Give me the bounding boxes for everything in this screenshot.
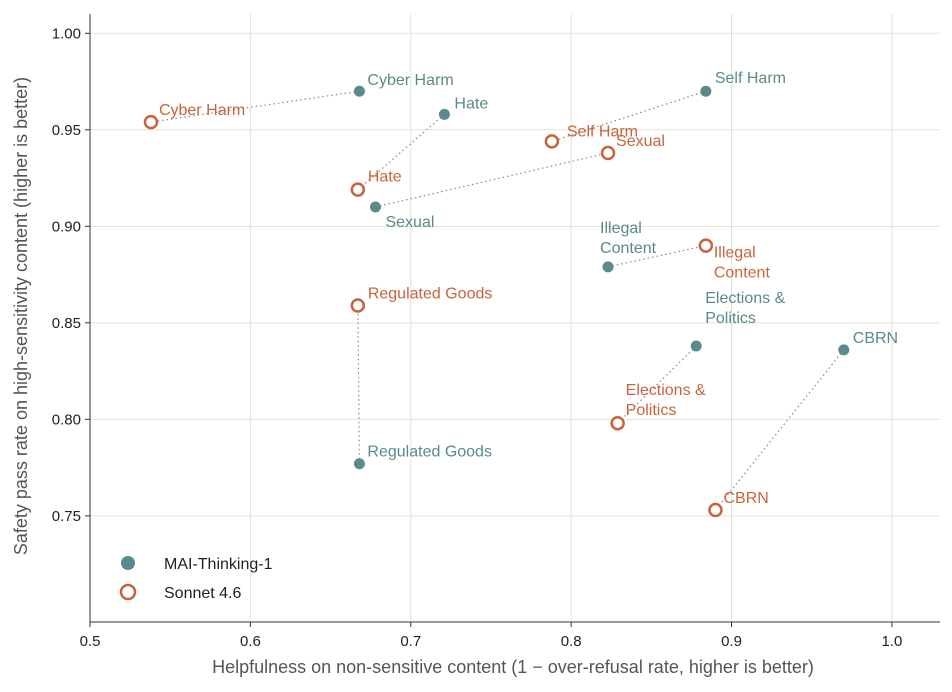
point-0-marker: [838, 344, 850, 356]
x-tick-label: 0.9: [721, 633, 742, 650]
x-tick-label: 0.5: [80, 633, 101, 650]
point-label: Sexual: [385, 214, 434, 231]
connector-line: [715, 349, 845, 511]
grid: [89, 14, 940, 622]
y-tick-label: 0.75: [52, 508, 81, 525]
point-label: Illegal Content: [714, 245, 771, 282]
point-1-marker: [698, 238, 714, 253]
point-label: Elections & Politics: [705, 290, 785, 327]
legend-label: Sonnet 4.6: [164, 585, 242, 602]
point-label-line: Illegal: [714, 245, 756, 262]
point-label-line: CBRN: [723, 490, 768, 507]
point-label: Cyber Harm: [367, 72, 453, 89]
point-label: Regulated Goods: [368, 285, 493, 302]
point-label-line: CBRN: [853, 330, 898, 347]
point-label: Sexual: [616, 133, 665, 150]
point-label-line: Regulated Goods: [367, 444, 492, 461]
point-label-line: Sexual: [385, 214, 434, 231]
point-1-marker: [350, 182, 366, 197]
x-tick-label: 0.6: [240, 633, 261, 650]
point-label: Hate: [368, 169, 402, 186]
point-label-line: Hate: [454, 95, 488, 112]
point-0-marker: [602, 261, 614, 273]
connector-line: [357, 305, 361, 464]
point-0-marker: [353, 458, 365, 470]
point-label: Cyber Harm: [159, 102, 245, 119]
connector-line: [375, 152, 609, 208]
point-1-marker: [143, 114, 159, 130]
x-tick-label: 1.0: [881, 633, 902, 650]
point-label-line: Politics: [705, 310, 756, 327]
pair-connectors: [150, 90, 845, 511]
point-label-line: Self Harm: [715, 70, 786, 87]
point-label: Elections & Politics: [626, 382, 706, 419]
point-label-line: Hate: [368, 169, 402, 186]
point-label: Illegal Content: [600, 220, 657, 257]
point-1-marker: [544, 134, 560, 149]
point-0-marker: [700, 85, 712, 97]
y-tick-label: 0.95: [52, 122, 81, 139]
connector-line: [607, 245, 706, 268]
y-axis-title: Safety pass rate on high-sensitivity con…: [11, 77, 31, 555]
connector-line: [150, 90, 360, 123]
legend: MAI-Thinking-1 Sonnet 4.6: [119, 556, 273, 602]
legend-label: MAI-Thinking-1: [164, 556, 273, 573]
point-label-line: Content: [600, 240, 657, 257]
data-points: [143, 85, 850, 518]
x-tick-label: 0.7: [400, 633, 421, 650]
connector-line: [617, 345, 697, 424]
point-1-marker: [600, 145, 616, 161]
point-label: Regulated Goods: [367, 444, 492, 461]
point-0-marker: [438, 108, 450, 120]
point-0-marker: [690, 340, 702, 352]
y-tick-label: 0.80: [52, 411, 81, 428]
point-label-line: Illegal: [600, 220, 642, 237]
point-label-line: Elections &: [626, 382, 706, 399]
point-label-line: Content: [714, 265, 771, 282]
point-1-marker: [350, 298, 366, 313]
connector-line: [357, 113, 445, 191]
point-label: CBRN: [723, 490, 768, 507]
y-tick-label: 0.90: [52, 218, 81, 235]
legend-marker-open: [119, 583, 137, 601]
point-1-marker: [610, 415, 625, 431]
point-label-line: Elections &: [705, 290, 785, 307]
point-label: Self Harm: [715, 70, 786, 87]
point-label-line: Cyber Harm: [159, 102, 245, 119]
point-label-line: Cyber Harm: [367, 72, 453, 89]
x-axis-title: Helpfulness on non-sensitive content (1 …: [212, 657, 814, 677]
point-1-marker: [708, 502, 723, 518]
point-label: Self Harm: [567, 123, 638, 140]
point-label-line: Self Harm: [567, 123, 638, 140]
point-label-line: Sexual: [616, 133, 665, 150]
point-label-line: Regulated Goods: [368, 285, 493, 302]
axes: 0.5 0.6 0.7 0.8 0.9 1.0 0.75 0.80 0.85 0.90 0.95 1.…: [52, 14, 940, 650]
point-0-marker: [369, 201, 381, 213]
point-label: Hate: [454, 95, 488, 112]
point-0-marker: [353, 85, 365, 97]
y-tick-label: 1.00: [52, 25, 81, 42]
point-label-line: Politics: [626, 402, 677, 419]
x-tick-label: 0.8: [561, 633, 582, 650]
point-label: CBRN: [853, 330, 898, 347]
legend-marker-filled: [121, 556, 135, 570]
y-tick-label: 0.85: [52, 315, 81, 332]
